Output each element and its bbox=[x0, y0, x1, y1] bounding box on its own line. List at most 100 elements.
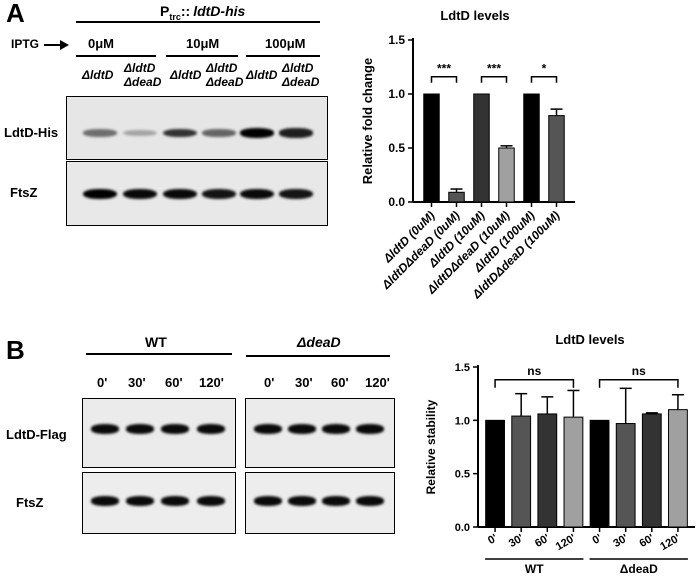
ftsz-a-band bbox=[163, 188, 197, 200]
time-deaD-60: 60' bbox=[331, 375, 349, 390]
bar bbox=[498, 147, 515, 203]
bar bbox=[423, 93, 440, 203]
y-tick-label: 1.0 bbox=[455, 415, 470, 427]
ldtd-flag-wt-band bbox=[126, 424, 154, 434]
ldtd-his-band bbox=[279, 128, 313, 138]
ldtd-his-band bbox=[163, 128, 197, 138]
construct-sep: :: bbox=[180, 3, 191, 19]
time-wt-0: 0' bbox=[97, 375, 108, 390]
strain-a-4-line1: ΔldtD bbox=[206, 61, 238, 75]
x-category-label: 60' bbox=[637, 532, 656, 550]
x-category-label: 0' bbox=[486, 532, 500, 547]
ftsz-b-wt-band bbox=[126, 496, 154, 506]
construct-prefix: P bbox=[160, 3, 170, 19]
x-category-label: 60' bbox=[533, 532, 552, 550]
construct-line bbox=[76, 21, 320, 23]
group-deaD-label: ΔdeaD bbox=[297, 334, 341, 350]
dose-100-line bbox=[246, 55, 320, 57]
ftsz-b-wt-band bbox=[197, 496, 225, 506]
construct-label: Ptrc:: ldtD-his bbox=[160, 3, 245, 22]
dose-0-line bbox=[76, 55, 156, 57]
construct-sub: trc bbox=[169, 11, 181, 22]
blot-b-label-ldtd: LdtD-Flag bbox=[6, 427, 67, 442]
significance-bracket bbox=[530, 75, 558, 83]
bar bbox=[668, 409, 688, 528]
x-category-label: 120' bbox=[554, 532, 578, 553]
bar bbox=[473, 93, 490, 203]
significance-bracket bbox=[430, 75, 458, 83]
time-wt-120: 120' bbox=[199, 375, 224, 390]
dose-10-line bbox=[166, 55, 238, 57]
blot-a-ftsz bbox=[66, 161, 328, 226]
bar bbox=[537, 413, 558, 528]
bar bbox=[448, 191, 465, 203]
blot-a-label-ldtd: LdtD-His bbox=[4, 125, 59, 140]
x-category-label: 0' bbox=[590, 532, 604, 547]
ftsz-b-wt-band bbox=[91, 496, 119, 506]
significance-label: *** bbox=[487, 62, 501, 76]
time-wt-60: 60' bbox=[165, 375, 183, 390]
ldtd-flag-deaD-band bbox=[322, 424, 350, 434]
strain-a-1: ΔldtD bbox=[82, 68, 114, 82]
y-tick-label: 0.0 bbox=[388, 195, 405, 209]
significance-label: * bbox=[542, 62, 547, 76]
ldtd-his-band bbox=[83, 129, 117, 137]
construct-gene: ldtD-his bbox=[193, 3, 246, 19]
ldtd-flag-wt-band bbox=[197, 424, 225, 434]
panel-b-letter: B bbox=[6, 335, 25, 365]
ftsz-a-band bbox=[123, 188, 157, 200]
time-wt-30: 30' bbox=[128, 375, 146, 390]
group-label: ΔdeaD bbox=[620, 562, 658, 576]
chart-title: LdtD levels bbox=[440, 8, 509, 23]
bar bbox=[523, 93, 540, 203]
blot-a-ldtd bbox=[66, 96, 328, 160]
y-tick-label: 1.0 bbox=[388, 87, 405, 101]
significance-label: *** bbox=[437, 62, 451, 76]
group-label: WT bbox=[525, 562, 544, 576]
dose-100: 100μM bbox=[265, 36, 306, 51]
y-tick-label: 1.5 bbox=[455, 362, 470, 374]
strain-a-3: ΔldtD bbox=[170, 68, 202, 82]
strain-a-6-line1: ΔldtD bbox=[282, 61, 314, 75]
chart-a: LdtD levels 0.0 0.5 1.0 1.5 Relative fold cha… bbox=[360, 8, 575, 302]
ldtd-flag-wt-band bbox=[91, 424, 119, 434]
y-tick-label: 0.0 bbox=[455, 522, 470, 534]
blot-a-label-ftsz: FtsZ bbox=[10, 185, 38, 200]
ftsz-b-wt-band bbox=[161, 496, 189, 506]
ldtd-his-band bbox=[123, 129, 157, 137]
strain-a-5: ΔldtD bbox=[246, 68, 278, 82]
chart-b: LdtD levels 0.0 0.5 1.0 1.5 Relative stabilit… bbox=[424, 332, 695, 576]
iptg-label: IPTG bbox=[11, 37, 40, 51]
time-deaD-0: 0' bbox=[264, 375, 275, 390]
ldtd-flag-deaD-band bbox=[288, 424, 316, 434]
ftsz-a-band bbox=[202, 188, 236, 199]
y-tick-label: 0.5 bbox=[455, 469, 470, 481]
iptg-arrow-icon bbox=[44, 38, 70, 56]
ftsz-b-deaD-band bbox=[322, 496, 350, 506]
ftsz-b-deaD-band bbox=[254, 496, 282, 506]
group-wt-line bbox=[86, 353, 232, 355]
significance-bracket bbox=[480, 75, 508, 83]
group-deaD-line bbox=[246, 355, 390, 357]
y-axis-label: Relative stability bbox=[424, 399, 438, 494]
panel-a-letter: A bbox=[6, 0, 25, 28]
significance-label: ns bbox=[632, 364, 646, 378]
ldtd-flag-deaD-band bbox=[254, 424, 282, 434]
ftsz-a-band bbox=[240, 188, 274, 200]
bar bbox=[589, 419, 610, 528]
blot-b-wt-ftsz bbox=[82, 472, 236, 534]
bar bbox=[485, 419, 505, 528]
ldtd-his-band bbox=[240, 128, 274, 138]
significance-bracket bbox=[598, 379, 679, 388]
x-category-label: 30' bbox=[507, 532, 526, 550]
strain-a-2-line1: ΔldtD bbox=[124, 61, 156, 75]
ftsz-b-deaD-band bbox=[288, 496, 316, 506]
time-deaD-120: 120' bbox=[365, 375, 390, 390]
ftsz-b-deaD-band bbox=[356, 496, 384, 506]
blot-b-deaD-ftsz bbox=[245, 472, 395, 534]
time-deaD-30: 30' bbox=[295, 375, 313, 390]
ldtd-flag-wt-band bbox=[161, 424, 189, 434]
strain-a-6-line2: ΔdeaD bbox=[282, 75, 320, 89]
ldtd-his-band bbox=[202, 129, 236, 137]
dose-0: 0μM bbox=[88, 36, 115, 51]
